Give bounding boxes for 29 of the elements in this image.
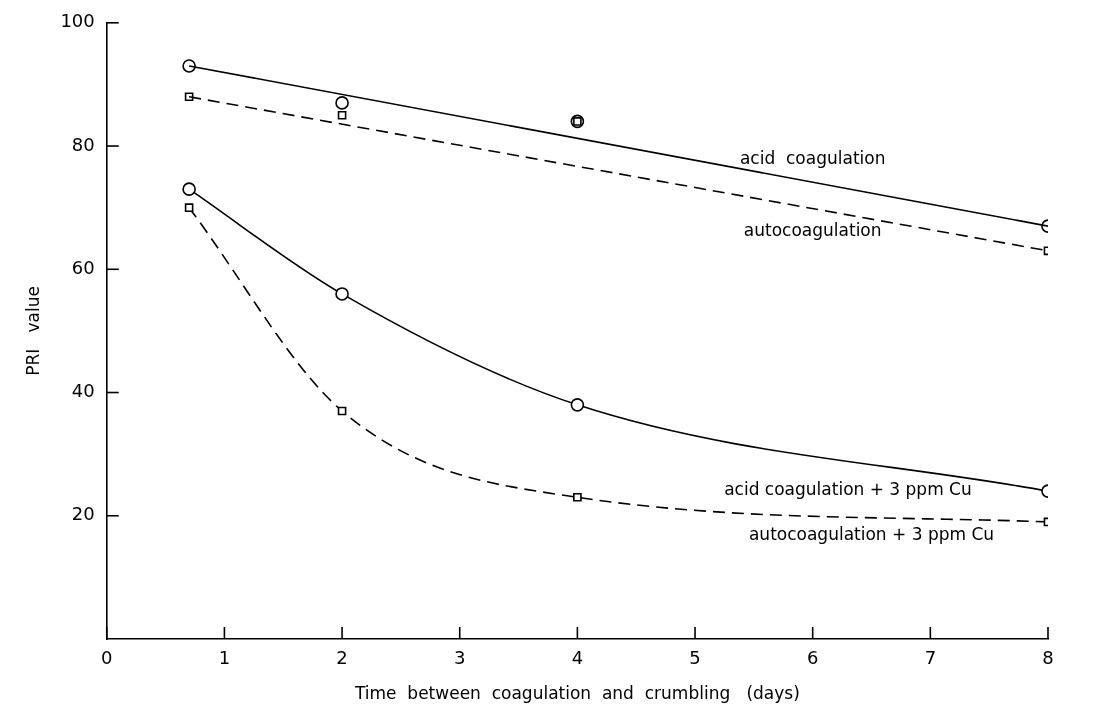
x-axis-title: Time between coagulation and crumbling (days) <box>353 683 800 704</box>
x-tick-label: 3 <box>454 647 466 669</box>
point <box>182 182 196 196</box>
point <box>335 287 349 301</box>
x-tick-label: 1 <box>218 647 231 669</box>
x-tick-label: 7 <box>924 647 937 669</box>
point <box>335 96 349 110</box>
series-label: autocoagulation <box>743 219 882 240</box>
y-tick-label: 40 <box>71 380 95 402</box>
y-tick-label: 100 <box>60 10 95 32</box>
y-tick-label: 20 <box>71 503 95 525</box>
x-tick-label: 4 <box>571 647 584 669</box>
y-axis-title: PRI value <box>22 286 43 376</box>
series-label: autocoagulation + 3 ppm Cu <box>748 523 995 544</box>
x-tick-label: 6 <box>806 647 819 669</box>
x-tick-label: 5 <box>689 647 701 669</box>
point <box>184 203 194 212</box>
point <box>182 59 196 73</box>
x-tick-label: 2 <box>336 647 348 669</box>
x-tick-label: 0 <box>101 647 113 669</box>
point <box>337 110 347 120</box>
series-label: acid coagulation <box>739 148 886 169</box>
y-tick-label: 60 <box>71 256 95 278</box>
x-tick-label: 8 <box>1042 647 1054 669</box>
series-label: acid coagulation + 3 ppm Cu <box>724 479 972 500</box>
point <box>184 92 194 102</box>
y-tick-label: 80 <box>71 133 95 155</box>
point <box>570 398 585 412</box>
point <box>573 492 582 502</box>
